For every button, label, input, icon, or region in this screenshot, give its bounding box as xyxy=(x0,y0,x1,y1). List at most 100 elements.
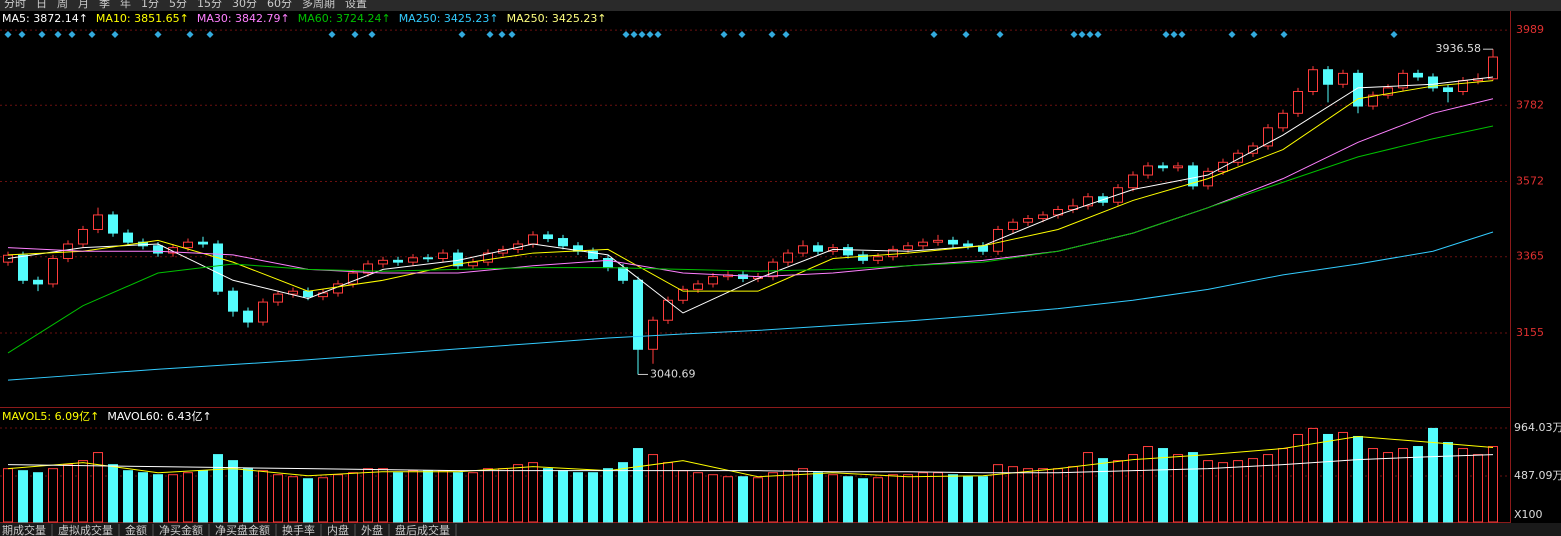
signal-marker xyxy=(996,31,1004,38)
candle-body xyxy=(1293,91,1303,114)
candle-body xyxy=(558,238,568,247)
volume-bar xyxy=(1143,446,1153,523)
candle-body xyxy=(543,234,553,240)
bottom-tab[interactable]: 内盘 xyxy=(327,523,349,536)
toolbar-tab[interactable]: 多周期 xyxy=(302,0,335,10)
signal-marker xyxy=(1250,31,1258,38)
volume-bar xyxy=(603,468,613,523)
y-tick-label: 487.09万 xyxy=(1514,469,1561,482)
candle-body xyxy=(408,257,418,263)
signal-marker xyxy=(782,31,790,38)
candle-body xyxy=(1188,165,1198,187)
candle-body xyxy=(1233,152,1243,163)
signal-marker xyxy=(1078,31,1086,38)
candle-body xyxy=(303,290,313,298)
volume-bar xyxy=(738,476,748,523)
volume-bar xyxy=(528,462,538,523)
candle-body xyxy=(798,245,808,254)
signal-marker xyxy=(18,31,26,38)
bottom-tab[interactable]: 盘后成交量 xyxy=(395,523,450,536)
bottom-tab[interactable]: 净买盘金额 xyxy=(215,523,270,536)
candle-body xyxy=(348,272,358,285)
candle-body xyxy=(183,241,193,249)
y-tick-label: 3365 xyxy=(1516,250,1544,263)
volume-bar xyxy=(1158,448,1168,523)
volume-bar xyxy=(1398,448,1408,523)
y-tick-label: 964.03万 xyxy=(1514,421,1561,434)
candle-body xyxy=(288,290,298,295)
volume-bar xyxy=(258,470,268,523)
volume-bar xyxy=(213,454,223,523)
toolbar-tab[interactable]: 设置 xyxy=(345,0,367,10)
y-tick-label: 3155 xyxy=(1516,326,1544,339)
candle-body xyxy=(933,239,943,243)
candle-body xyxy=(963,243,973,247)
signal-marker xyxy=(622,31,630,38)
volume-bar xyxy=(1308,427,1318,523)
candle-body xyxy=(48,258,58,285)
volume-bar xyxy=(633,448,643,523)
volume-bar xyxy=(858,478,868,523)
volume-bar xyxy=(1473,454,1483,523)
volume-bar xyxy=(33,472,43,523)
candle-body xyxy=(738,274,748,279)
candle-body xyxy=(1413,72,1423,78)
candle-body xyxy=(1443,87,1453,93)
volume-bar xyxy=(1488,446,1498,523)
toolbar-tab[interactable]: 月 xyxy=(78,0,89,10)
toolbar-tab[interactable]: 15分 xyxy=(197,0,222,10)
candle-body xyxy=(813,245,823,252)
volume-bar xyxy=(108,464,118,523)
candle-body xyxy=(33,279,43,285)
toolbar-tab[interactable]: 日 xyxy=(36,0,47,10)
ma-line xyxy=(7,98,1494,278)
volume-bar xyxy=(1083,452,1093,523)
candle-body xyxy=(768,261,778,278)
toolbar-tab[interactable]: 30分 xyxy=(232,0,257,10)
candle-body xyxy=(1338,72,1348,85)
toolbar-tab[interactable]: 年 xyxy=(120,0,131,10)
candle-body xyxy=(1248,145,1258,154)
volume-bar xyxy=(663,462,673,523)
candle-body xyxy=(783,252,793,263)
toolbar-tab[interactable]: 分时 xyxy=(4,0,26,10)
signal-marker xyxy=(1390,31,1398,38)
legend-entry: MA5: 3872.14↑ xyxy=(2,12,88,25)
bottom-tab[interactable]: 外盘 xyxy=(361,523,383,536)
toolbar-tab[interactable]: 季 xyxy=(99,0,110,10)
toolbar-tab[interactable]: 1分 xyxy=(141,0,159,10)
signal-marker xyxy=(368,31,376,38)
bottom-tab[interactable]: 净买金额 xyxy=(159,523,203,536)
bottom-tab[interactable]: 期成交量 xyxy=(2,523,46,536)
bottom-tab[interactable]: 换手率 xyxy=(282,523,315,536)
volume-bar xyxy=(183,472,193,523)
signal-marker xyxy=(738,31,746,38)
candle-body xyxy=(888,248,898,258)
toolbar-tab[interactable]: 60分 xyxy=(267,0,292,10)
toolbar-tab[interactable]: 5分 xyxy=(169,0,187,10)
volume-bar xyxy=(1248,458,1258,523)
candle-body xyxy=(423,257,433,260)
ma-line xyxy=(7,76,1494,314)
signal-marker xyxy=(1086,31,1094,38)
bottom-tab[interactable]: 虚拟成交量 xyxy=(58,523,113,536)
y-tick-label: 3782 xyxy=(1516,98,1544,111)
toolbar-tab[interactable]: 周 xyxy=(57,0,68,10)
volume-bar xyxy=(888,474,898,523)
candle-body xyxy=(258,301,268,323)
candle-body xyxy=(1278,112,1288,129)
legend-entry: MA250: 3425.23↑ xyxy=(399,12,499,25)
candle-body xyxy=(993,228,1003,252)
volume-bar xyxy=(1263,454,1273,523)
bottom-tab[interactable]: 金额 xyxy=(125,523,147,536)
volume-bar xyxy=(348,472,358,523)
volume-bar xyxy=(978,476,988,523)
low-annotation: 3040.69 xyxy=(650,367,696,380)
signal-marker xyxy=(54,31,62,38)
candle-body xyxy=(948,239,958,245)
signal-marker xyxy=(768,31,776,38)
volume-bar xyxy=(708,474,718,523)
volume-bar xyxy=(1353,435,1363,523)
candle-body xyxy=(123,232,133,243)
candle-body xyxy=(648,319,658,350)
